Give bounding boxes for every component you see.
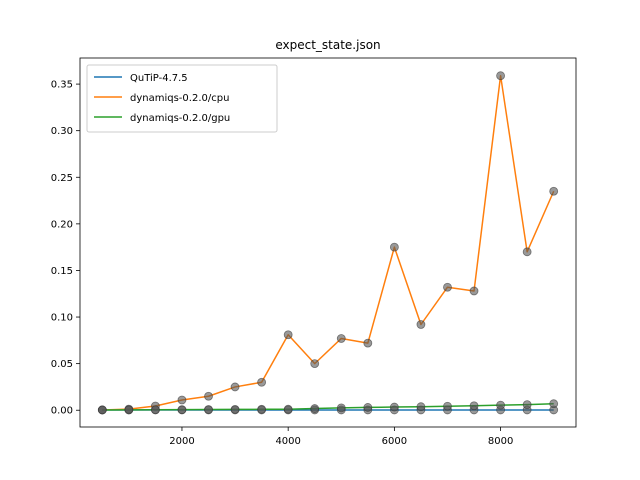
data-point — [204, 405, 213, 414]
data-point — [124, 405, 134, 415]
data-point — [416, 402, 426, 412]
legend-label-0: QuTiP-4.7.5 — [130, 73, 188, 84]
legend-label-2: dynamiqs-0.2.0/gpu — [130, 113, 230, 124]
legend-label-1: dynamiqs-0.2.0/cpu — [130, 93, 229, 104]
x-tick-label: 4000 — [275, 436, 300, 447]
y-tick-label: 0.05 — [51, 359, 73, 370]
x-axis: 2000 4000 6000 8000 — [169, 427, 513, 447]
series-line-1 — [102, 74, 555, 411]
x-tick-label: 2000 — [169, 436, 194, 447]
y-tick-label: 0.20 — [51, 219, 73, 230]
data-point — [389, 402, 399, 412]
legend: QuTiP-4.7.5 dynamiqs-0.2.0/cpu dynamiqs-0.… — [86, 64, 278, 133]
data-point — [336, 403, 346, 413]
y-tick-label: 0.00 — [51, 406, 73, 417]
data-point — [310, 359, 320, 369]
data-markers — [97, 71, 559, 415]
data-point — [283, 330, 293, 340]
x-tick-label: 6000 — [382, 436, 407, 447]
data-point — [469, 401, 479, 411]
data-point — [389, 242, 399, 252]
data-point — [363, 403, 373, 412]
series-lines — [102, 74, 555, 411]
data-point — [443, 401, 452, 411]
data-point — [522, 400, 532, 410]
data-point — [151, 405, 160, 415]
y-tick-label: 0.30 — [51, 126, 73, 137]
data-point — [496, 71, 505, 81]
data-point — [257, 377, 267, 387]
y-tick-label: 0.10 — [51, 313, 73, 324]
data-point — [257, 404, 267, 414]
data-point — [549, 399, 559, 409]
data-point — [549, 186, 559, 196]
data-point — [177, 395, 187, 405]
plot-frame — [79, 57, 577, 428]
data-point — [177, 405, 187, 415]
legend-box — [86, 64, 278, 133]
data-point — [469, 286, 479, 296]
data-point — [97, 405, 107, 415]
data-point — [496, 400, 505, 410]
data-point — [336, 334, 346, 343]
y-tick-label: 0.15 — [51, 266, 73, 277]
data-point — [522, 247, 532, 257]
x-tick-label: 8000 — [488, 436, 513, 447]
series-line-2 — [102, 402, 554, 411]
data-point — [230, 404, 240, 414]
data-point — [283, 404, 293, 414]
y-tick-label: 0.25 — [51, 173, 73, 184]
chart-title: expect_state.json — [275, 38, 380, 52]
data-point — [443, 282, 452, 292]
data-point — [204, 391, 213, 401]
data-point — [230, 382, 240, 392]
data-point — [416, 320, 426, 329]
y-axis: 0.00 0.05 0.10 0.15 0.20 0.25 0.30 0.35 — [51, 80, 80, 417]
data-point — [310, 404, 320, 413]
y-tick-label: 0.35 — [51, 80, 73, 91]
data-point — [363, 338, 373, 348]
